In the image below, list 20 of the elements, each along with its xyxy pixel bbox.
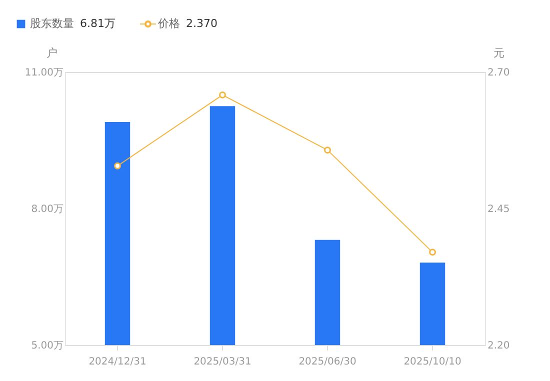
point: [429, 248, 436, 256]
legend-label: 价格: [157, 17, 180, 30]
y-tick-label: 8.00万: [31, 204, 64, 215]
point: [219, 91, 226, 98]
x-tick-label: 2025/03/31: [194, 356, 252, 368]
text: 2.370: [186, 17, 218, 30]
y-axis-title: 户: [46, 46, 58, 60]
y-tick-label: 11.00万: [24, 68, 64, 78]
y2-axis-title: 元: [494, 46, 504, 60]
point: [114, 162, 121, 170]
x-tick-label: 2024/12/31: [88, 356, 146, 368]
y2-tick-label: 2.70: [488, 68, 510, 78]
x-tick-label: 2025/06/30: [298, 356, 356, 368]
point: [324, 146, 331, 154]
y2-tick-label: 2.45: [488, 204, 510, 215]
legend-label: 股东数量: [30, 17, 74, 30]
text: 6.81万: [80, 17, 116, 30]
y2-tick-label: 2.20: [488, 340, 510, 352]
x-tick-label: 2025/10/10: [404, 356, 462, 368]
y-tick-label: 5.00万: [31, 340, 64, 352]
